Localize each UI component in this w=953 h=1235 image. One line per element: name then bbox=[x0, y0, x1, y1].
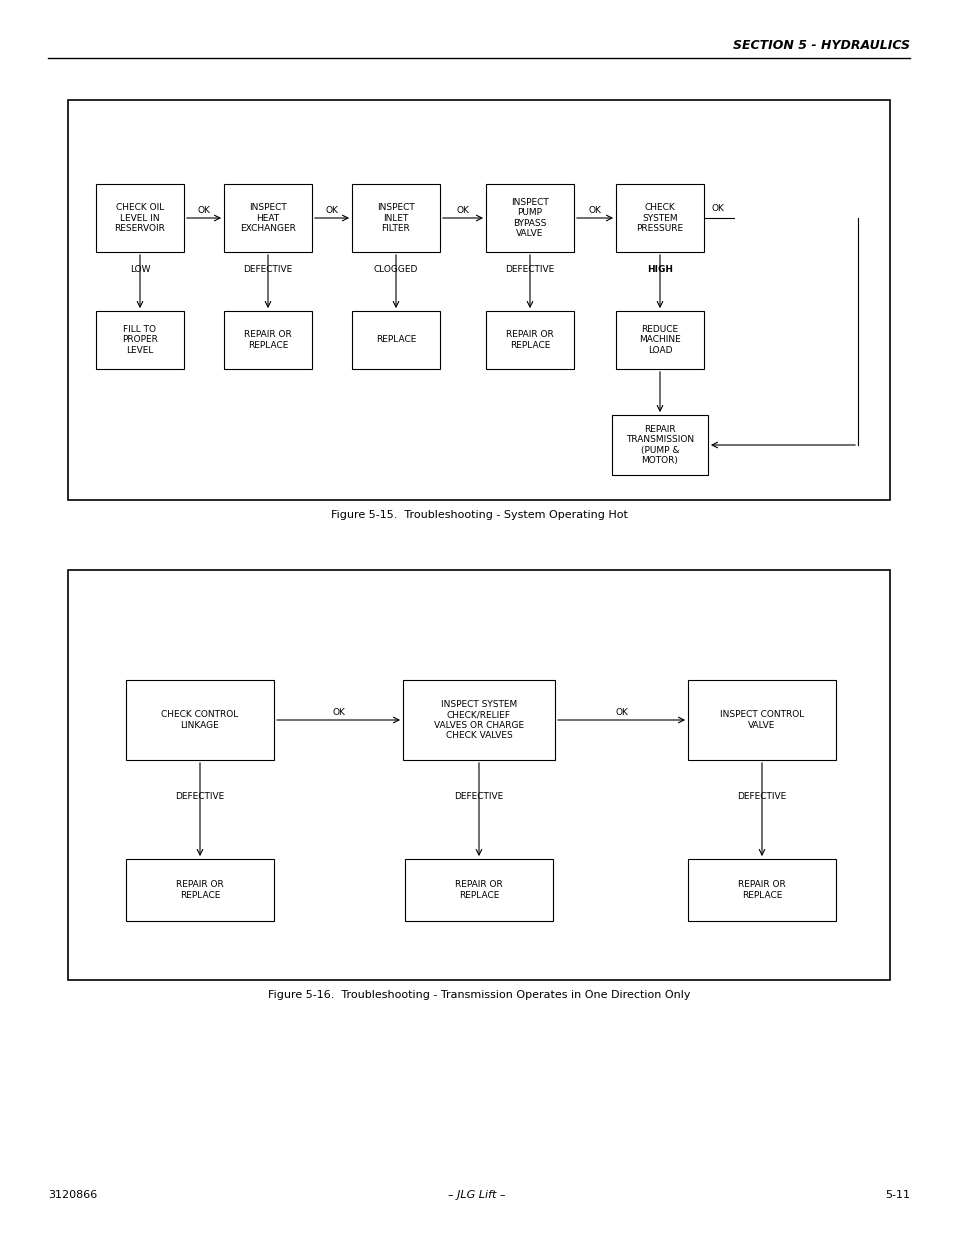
Text: Figure 5-15.  Troubleshooting - System Operating Hot: Figure 5-15. Troubleshooting - System Op… bbox=[331, 510, 627, 520]
Text: OK: OK bbox=[615, 708, 627, 718]
Text: SECTION 5 - HYDRAULICS: SECTION 5 - HYDRAULICS bbox=[732, 40, 909, 52]
Text: LOW: LOW bbox=[130, 264, 150, 273]
Bar bbox=[68, 100, 889, 500]
Text: CHECK CONTROL
LINKAGE: CHECK CONTROL LINKAGE bbox=[161, 710, 238, 730]
Text: OK: OK bbox=[711, 204, 724, 212]
Text: – JLG Lift –: – JLG Lift – bbox=[448, 1191, 505, 1200]
Bar bbox=[485, 184, 574, 252]
Text: REPAIR OR
REPLACE: REPAIR OR REPLACE bbox=[506, 330, 554, 350]
Text: FILL TO
PROPER
LEVEL: FILL TO PROPER LEVEL bbox=[122, 325, 158, 354]
Text: CLOGGED: CLOGGED bbox=[374, 264, 417, 273]
Bar bbox=[126, 860, 274, 921]
Text: OK: OK bbox=[325, 206, 338, 215]
Text: OK: OK bbox=[588, 206, 600, 215]
Bar bbox=[616, 311, 703, 369]
Text: DEFECTIVE: DEFECTIVE bbox=[454, 793, 503, 802]
Bar bbox=[485, 311, 574, 369]
Text: CHECK OIL
LEVEL IN
RESERVOIR: CHECK OIL LEVEL IN RESERVOIR bbox=[114, 203, 165, 233]
Text: 3120866: 3120866 bbox=[48, 1191, 97, 1200]
Text: INSPECT SYSTEM
CHECK/RELIEF
VALVES OR CHARGE
CHECK VALVES: INSPECT SYSTEM CHECK/RELIEF VALVES OR CH… bbox=[434, 700, 523, 740]
Bar bbox=[612, 415, 707, 475]
Bar bbox=[405, 860, 553, 921]
Bar bbox=[352, 184, 439, 252]
Text: INSPECT
INLET
FILTER: INSPECT INLET FILTER bbox=[376, 203, 415, 233]
Text: REPAIR
TRANSMISSION
(PUMP &
MOTOR): REPAIR TRANSMISSION (PUMP & MOTOR) bbox=[625, 425, 694, 466]
Text: Figure 5-16.  Troubleshooting - Transmission Operates in One Direction Only: Figure 5-16. Troubleshooting - Transmiss… bbox=[268, 990, 690, 1000]
Text: DEFECTIVE: DEFECTIVE bbox=[175, 793, 224, 802]
Bar bbox=[616, 184, 703, 252]
Text: REPAIR OR
REPLACE: REPAIR OR REPLACE bbox=[176, 881, 224, 900]
Text: OK: OK bbox=[197, 206, 211, 215]
Text: REPAIR OR
REPLACE: REPAIR OR REPLACE bbox=[738, 881, 785, 900]
Bar bbox=[126, 680, 274, 760]
Text: OK: OK bbox=[456, 206, 469, 215]
Text: 5-11: 5-11 bbox=[884, 1191, 909, 1200]
Text: REDUCE
MACHINE
LOAD: REDUCE MACHINE LOAD bbox=[639, 325, 680, 354]
Text: HIGH: HIGH bbox=[646, 264, 672, 273]
Bar bbox=[687, 860, 835, 921]
Text: REPAIR OR
REPLACE: REPAIR OR REPLACE bbox=[244, 330, 292, 350]
Text: CHECK
SYSTEM
PRESSURE: CHECK SYSTEM PRESSURE bbox=[636, 203, 683, 233]
Text: OK: OK bbox=[332, 708, 345, 718]
Bar bbox=[96, 184, 184, 252]
Bar bbox=[224, 311, 312, 369]
Bar bbox=[402, 680, 555, 760]
Text: DEFECTIVE: DEFECTIVE bbox=[737, 793, 786, 802]
Bar bbox=[96, 311, 184, 369]
Text: REPLACE: REPLACE bbox=[375, 336, 416, 345]
Text: REPAIR OR
REPLACE: REPAIR OR REPLACE bbox=[455, 881, 502, 900]
Bar bbox=[68, 571, 889, 981]
Bar bbox=[224, 184, 312, 252]
Text: DEFECTIVE: DEFECTIVE bbox=[243, 264, 293, 273]
Text: INSPECT
PUMP
BYPASS
VALVE: INSPECT PUMP BYPASS VALVE bbox=[511, 198, 548, 238]
Text: INSPECT CONTROL
VALVE: INSPECT CONTROL VALVE bbox=[720, 710, 803, 730]
Bar bbox=[352, 311, 439, 369]
Text: DEFECTIVE: DEFECTIVE bbox=[505, 264, 554, 273]
Bar bbox=[687, 680, 835, 760]
Text: INSPECT
HEAT
EXCHANGER: INSPECT HEAT EXCHANGER bbox=[240, 203, 295, 233]
